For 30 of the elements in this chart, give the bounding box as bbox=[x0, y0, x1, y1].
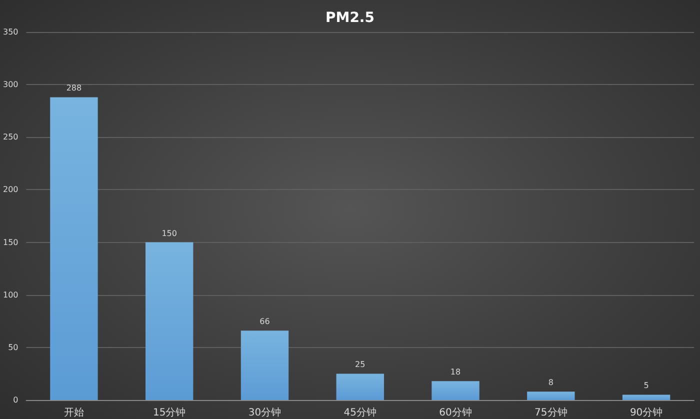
y-tick-label: 200 bbox=[2, 185, 18, 194]
bar bbox=[146, 242, 194, 400]
x-tick-label: 开始 bbox=[64, 408, 84, 418]
bar bbox=[50, 97, 98, 400]
data-label: 25 bbox=[355, 360, 366, 370]
y-tick-label: 350 bbox=[2, 28, 18, 36]
x-tick-label: 30分钟 bbox=[248, 406, 282, 418]
x-tick-label: 60分钟 bbox=[439, 406, 472, 418]
y-tick-label: 150 bbox=[2, 238, 18, 247]
data-label: 5 bbox=[644, 381, 649, 390]
bar bbox=[336, 374, 384, 400]
chart-title: PM2.5 bbox=[326, 10, 374, 26]
data-label: 288 bbox=[66, 84, 82, 93]
y-tick-label: 100 bbox=[2, 290, 18, 300]
x-tick-label: 15分钟 bbox=[152, 406, 186, 418]
y-tick-label: 300 bbox=[2, 80, 18, 90]
bar bbox=[240, 330, 289, 400]
bar bbox=[432, 381, 480, 400]
x-tick-label: 45分钟 bbox=[344, 406, 376, 418]
y-tick-label: 250 bbox=[2, 132, 18, 142]
bar bbox=[527, 392, 575, 400]
data-label: 150 bbox=[162, 228, 177, 238]
bar bbox=[622, 394, 670, 400]
data-label: 8 bbox=[548, 378, 554, 388]
data-label: 66 bbox=[260, 317, 270, 326]
y-tick-label: 0 bbox=[13, 396, 18, 404]
y-tick-label: 50 bbox=[8, 342, 18, 352]
data-label: 18 bbox=[450, 368, 461, 377]
x-tick-label: 75分钟 bbox=[534, 406, 568, 418]
x-tick-label: 90分钟 bbox=[630, 406, 663, 418]
